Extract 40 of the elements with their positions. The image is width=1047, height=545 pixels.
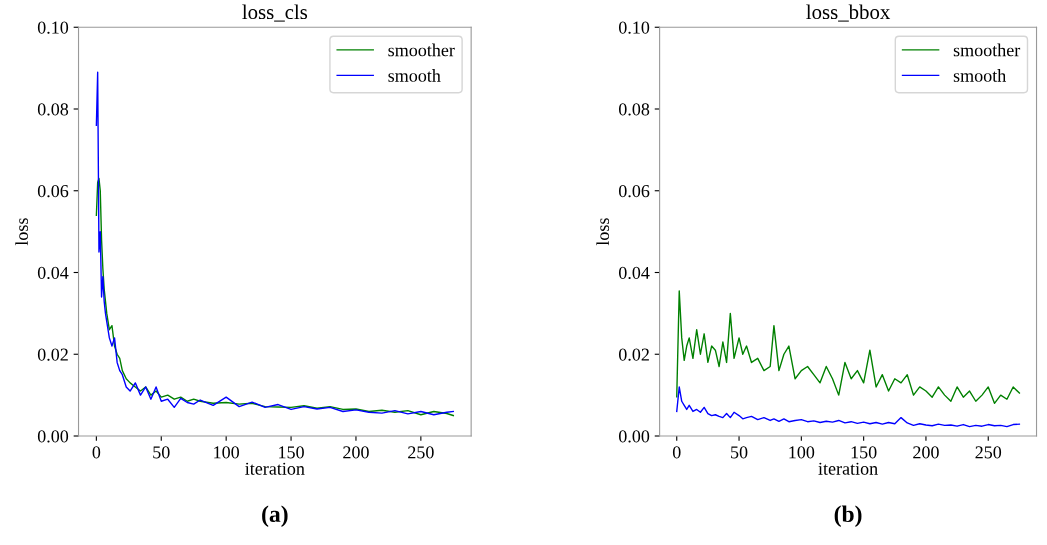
y-tick-label: 0.08 xyxy=(618,103,650,116)
legend-label: smoother xyxy=(388,43,455,57)
y-tick-label: 0.06 xyxy=(37,185,69,198)
legend-label: smoother xyxy=(953,43,1021,57)
y-axis-title: loss xyxy=(596,218,610,246)
x-tick-label: 50 xyxy=(731,446,748,459)
x-tick-label: 0 xyxy=(672,446,681,459)
y-tick-label: 0.00 xyxy=(37,430,69,443)
y-axis-title: loss xyxy=(15,218,28,246)
x-tick-label: 250 xyxy=(408,446,434,459)
legend-label: smooth xyxy=(388,69,441,82)
line-series xyxy=(676,290,1021,404)
x-tick-label: 50 xyxy=(153,446,170,459)
x-tick-label: 200 xyxy=(913,446,939,459)
y-tick-label: 0.02 xyxy=(618,348,649,361)
y-tick-label: 0.10 xyxy=(37,21,69,34)
x-tick-label: 100 xyxy=(214,446,240,459)
x-tick-label: 200 xyxy=(343,446,369,459)
line-series xyxy=(95,71,454,416)
x-tick-label: 0 xyxy=(92,446,101,459)
y-tick-label: 0.10 xyxy=(618,21,650,34)
x-tick-label: 150 xyxy=(851,446,877,459)
line-series xyxy=(95,177,454,417)
x-tick-label: 150 xyxy=(279,446,304,459)
legend-label: smooth xyxy=(953,69,1007,82)
x-tick-label: 250 xyxy=(975,446,1002,459)
text: (a) xyxy=(262,505,288,527)
text: (b) xyxy=(834,505,862,527)
y-tick-label: 0.06 xyxy=(618,185,650,198)
line-series xyxy=(676,386,1021,428)
y-tick-label: 0.08 xyxy=(37,103,69,116)
x-tick-label: 100 xyxy=(789,446,815,459)
chart-title: loss_bbox xyxy=(806,4,891,22)
x-axis-title: iteration xyxy=(245,462,305,475)
y-tick-label: 0.04 xyxy=(37,266,69,280)
y-tick-label: 0.00 xyxy=(618,430,650,443)
y-tick-label: 0.04 xyxy=(618,266,650,280)
chart-title: loss_cls xyxy=(242,4,308,22)
x-axis-title: iteration xyxy=(818,462,878,475)
y-tick-label: 0.02 xyxy=(37,348,68,361)
